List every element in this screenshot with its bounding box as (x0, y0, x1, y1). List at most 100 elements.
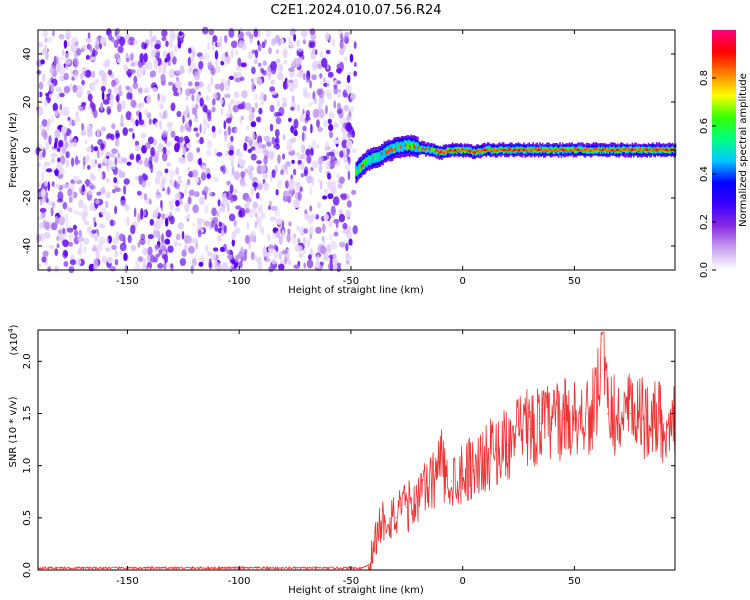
trace-cell (370, 154, 372, 165)
heatmap-cell (114, 139, 120, 147)
heatmap-cell (75, 111, 79, 119)
trace-cell (501, 149, 504, 152)
heatmap-cell (51, 115, 55, 123)
heatmap-cell (140, 101, 145, 108)
heatmap-cell (154, 244, 160, 250)
heatmap-cell (81, 123, 84, 131)
heatmap-cell (301, 131, 305, 142)
trace-cell (662, 148, 665, 151)
heatmap-cell (119, 36, 126, 47)
heatmap-cell (188, 81, 193, 87)
heatmap-cell (187, 56, 191, 67)
trace-cell (544, 149, 547, 152)
heatmap-cell (165, 141, 172, 147)
heatmap-cell (48, 244, 55, 249)
heatmap-cell (240, 171, 246, 179)
heatmap-cell (234, 227, 241, 235)
trace-cell (669, 149, 671, 153)
heatmap-cell (198, 55, 205, 61)
heatmap-cell (296, 104, 300, 112)
snr-xtick-label: 0 (459, 576, 465, 587)
heatmap-cell (291, 159, 295, 164)
heatmap-cell (69, 259, 77, 266)
heatmap-cell (273, 143, 276, 149)
snr-data-point (596, 407, 598, 409)
heatmap-cell (327, 172, 332, 180)
heatmap-cell (306, 175, 313, 184)
heatmap-cell (250, 146, 256, 151)
heatmap-cell (86, 43, 91, 50)
heatmap-cell (319, 51, 324, 57)
snr-panel: -150 -100 -50 0 50 0.0 0.5 1.0 1.5 2.0 Height of … (7, 324, 676, 596)
heatmap-cell (271, 38, 277, 46)
heatmap-cell (250, 251, 255, 261)
heatmap-cell (306, 154, 312, 164)
trace-cell (360, 164, 363, 169)
heatmap-cell (167, 263, 170, 268)
heatmap-cell (198, 157, 202, 166)
heatmap-cell (107, 69, 113, 76)
heatmap-cell (118, 90, 123, 96)
heatmap-cell (56, 243, 60, 249)
trace-cell (386, 150, 388, 154)
snr-ytick-label: 1.0 (22, 458, 33, 474)
heatmap-cell (38, 150, 43, 161)
heatmap-cell (170, 263, 174, 269)
heatmap-cell (334, 121, 337, 129)
heatmap-cell (216, 210, 219, 217)
heatmap-cell (226, 249, 233, 255)
heatmap-cell (286, 79, 290, 85)
trace-cell (555, 148, 557, 151)
heatmap-cell (215, 65, 221, 74)
heatmap-cell (182, 146, 187, 156)
heatmap-cell (217, 235, 222, 242)
heatmap-cell (39, 199, 43, 206)
heatmap-cell (126, 92, 131, 100)
heatmap-cell (73, 175, 80, 182)
heatmap-cell (137, 241, 141, 248)
snr-xtick-label: 50 (568, 576, 581, 587)
heatmap-cell (316, 254, 320, 262)
trace-cell (521, 149, 524, 152)
heatmap-cell (147, 237, 151, 246)
heatmap-cell (309, 28, 316, 35)
heatmap-cell (175, 167, 179, 175)
trace-cell (574, 147, 576, 151)
trace-cell (472, 151, 474, 154)
heatmap-cell (346, 200, 352, 208)
trace-cell (376, 153, 379, 160)
heatmap-cell (207, 83, 212, 93)
heatmap-cell (215, 262, 222, 272)
trace-cell (374, 154, 376, 161)
heatmap-cell (58, 139, 64, 148)
heatmap-cell (118, 84, 122, 93)
heatmap-cell (65, 141, 69, 149)
heatmap-cell (63, 72, 69, 81)
trace-cell (549, 149, 552, 152)
heatmap-cell (134, 145, 141, 152)
spectrogram-ytick-label: 20 (22, 96, 33, 109)
heatmap-cell (217, 128, 222, 135)
trace-peak (616, 148, 619, 152)
heatmap-cell (109, 153, 116, 158)
heatmap-cell (258, 107, 263, 115)
heatmap-cell (54, 169, 59, 175)
heatmap-cell (187, 178, 191, 186)
heatmap-cell (144, 61, 148, 72)
trace-cell (375, 152, 378, 163)
heatmap-cell (116, 102, 122, 113)
heatmap-cell (203, 125, 207, 135)
heatmap-cell (149, 254, 155, 263)
heatmap-cell (84, 220, 90, 226)
heatmap-cell (286, 233, 291, 243)
heatmap-cell (193, 127, 199, 132)
snr-ytick-label: 1.5 (22, 406, 33, 422)
trace-cell (539, 148, 541, 151)
heatmap-cell (293, 118, 299, 129)
heatmap-cell (175, 207, 181, 212)
trace-cell (565, 147, 568, 151)
heatmap-cell (93, 146, 99, 152)
heatmap-cell (81, 66, 88, 72)
heatmap-cell (230, 50, 234, 58)
heatmap-cell (353, 70, 358, 77)
